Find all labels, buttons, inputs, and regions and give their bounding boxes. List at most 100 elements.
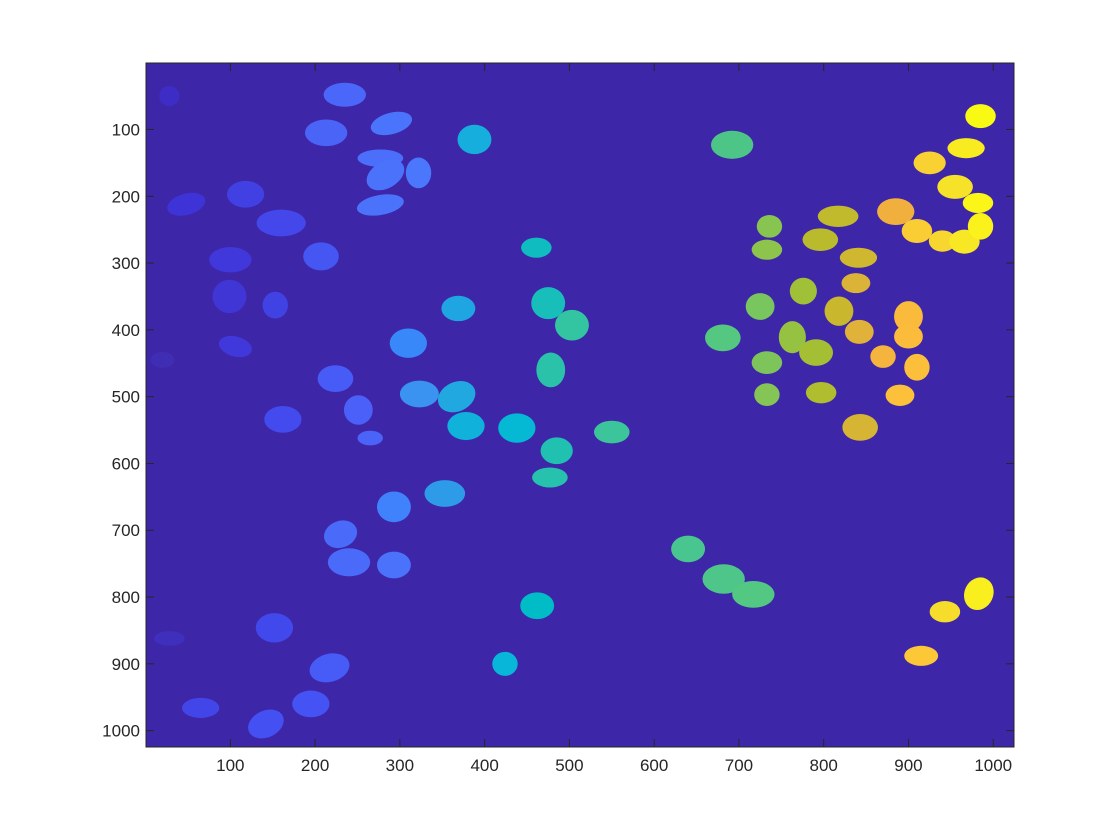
label-blob-69: [844, 319, 874, 344]
label-blob-40: [498, 413, 536, 443]
label-blob-13: [264, 406, 302, 433]
y-tick-label: 900: [112, 655, 140, 674]
label-blob-72: [894, 301, 923, 332]
label-blob-56: [754, 383, 780, 407]
label-blob-34: [424, 480, 466, 507]
x-axis: 100 200 300 400 500 600 700 800 900 1000: [216, 63, 1012, 775]
label-blob-74: [904, 353, 930, 381]
x-tick-label: 900: [894, 756, 922, 775]
label-blob-32: [389, 328, 427, 358]
label-blob-7: [212, 279, 247, 314]
label-blob-26: [356, 194, 404, 216]
label-blob-67: [842, 414, 878, 441]
label-blob-52: [705, 324, 741, 352]
label-blob-53: [732, 581, 775, 608]
label-blob-31: [376, 491, 411, 523]
label-blob-46: [536, 352, 566, 388]
label-blob-48: [593, 420, 630, 444]
label-blob-24: [327, 548, 371, 577]
label-blob-80: [929, 601, 961, 623]
label-blob-63: [802, 228, 839, 252]
label-blob-25: [376, 551, 411, 579]
label-blob-76: [904, 645, 939, 666]
label-blob-84: [963, 577, 994, 611]
label-blob-62: [805, 381, 837, 404]
x-tick-label: 100: [216, 756, 244, 775]
label-blob-64: [817, 205, 859, 227]
label-blob-39: [492, 651, 518, 676]
y-axis: 100 200 300 400 500 600 700 800 900 1000: [102, 120, 1014, 741]
y-tick-label: 700: [112, 521, 140, 540]
label-blob-21: [304, 119, 348, 147]
label-blob-44: [540, 437, 573, 465]
label-blob-1: [159, 86, 180, 107]
label-blob-18: [309, 653, 350, 683]
label-blob-3: [150, 351, 175, 368]
label-blob-23: [323, 520, 358, 549]
label-blob-38: [447, 412, 485, 441]
label-blob-60: [789, 277, 817, 305]
label-blob-2: [167, 192, 206, 216]
label-blob-9: [262, 291, 288, 319]
label-blob-75: [885, 384, 915, 406]
x-tick-label: 200: [301, 756, 329, 775]
label-blob-49: [671, 535, 706, 563]
label-blob-85: [967, 212, 994, 240]
y-tick-label: 600: [112, 454, 140, 473]
y-tick-label: 400: [112, 321, 140, 340]
label-blob-12: [255, 613, 294, 643]
label-blob-65: [824, 296, 854, 326]
label-blob-10: [256, 209, 306, 237]
label-blob-28: [366, 159, 405, 191]
label-blob-81: [937, 174, 973, 199]
label-blob-78: [913, 151, 946, 175]
label-blob-36: [437, 380, 476, 413]
y-tick-label: 300: [112, 254, 140, 273]
label-blob-43: [531, 287, 566, 320]
x-tick-label: 300: [386, 756, 414, 775]
label-blob-6: [209, 247, 252, 273]
label-blob-71: [870, 345, 896, 368]
label-blob-19: [343, 395, 373, 425]
image-background: [146, 63, 1014, 747]
label-blob-54: [745, 293, 775, 320]
y-tick-label: 800: [112, 588, 140, 607]
label-blob-20: [357, 430, 383, 446]
label-blob-59: [778, 321, 806, 354]
y-tick-label: 200: [112, 187, 140, 206]
y-tick-label: 100: [112, 120, 140, 139]
label-blob-33: [399, 380, 439, 408]
label-blob-66: [839, 247, 878, 268]
label-blob-57: [756, 214, 783, 238]
label-blob-37: [457, 124, 492, 155]
x-tick-label: 800: [810, 756, 838, 775]
label-blob-5: [226, 180, 265, 208]
label-blob-16: [303, 242, 339, 271]
label-blob-35: [441, 295, 476, 322]
label-blob-61: [799, 339, 834, 366]
label-blob-8: [218, 335, 253, 358]
label-blob-68: [841, 273, 871, 294]
label-blob-47: [555, 309, 589, 341]
label-blob-41: [520, 592, 555, 620]
blob-layer: [150, 82, 996, 739]
y-tick-label: 500: [112, 388, 140, 407]
x-tick-label: 1000: [974, 756, 1012, 775]
label-blob-11: [182, 697, 220, 718]
label-blob-51: [710, 130, 754, 159]
label-blob-50: [702, 564, 745, 594]
label-blob-14: [248, 709, 284, 739]
y-tick-label: 1000: [102, 722, 140, 741]
label-blob-77: [901, 218, 933, 244]
label-blob-79: [928, 230, 956, 252]
x-tick-label: 500: [555, 756, 583, 775]
label-blob-83: [947, 138, 985, 159]
label-blob-30: [405, 157, 432, 189]
label-blob-86: [962, 192, 994, 213]
label-blob-29: [370, 111, 413, 136]
x-tick-label: 700: [725, 756, 753, 775]
label-blob-70: [877, 198, 915, 225]
label-blob-87: [965, 104, 996, 129]
label-blob-4: [154, 631, 185, 646]
